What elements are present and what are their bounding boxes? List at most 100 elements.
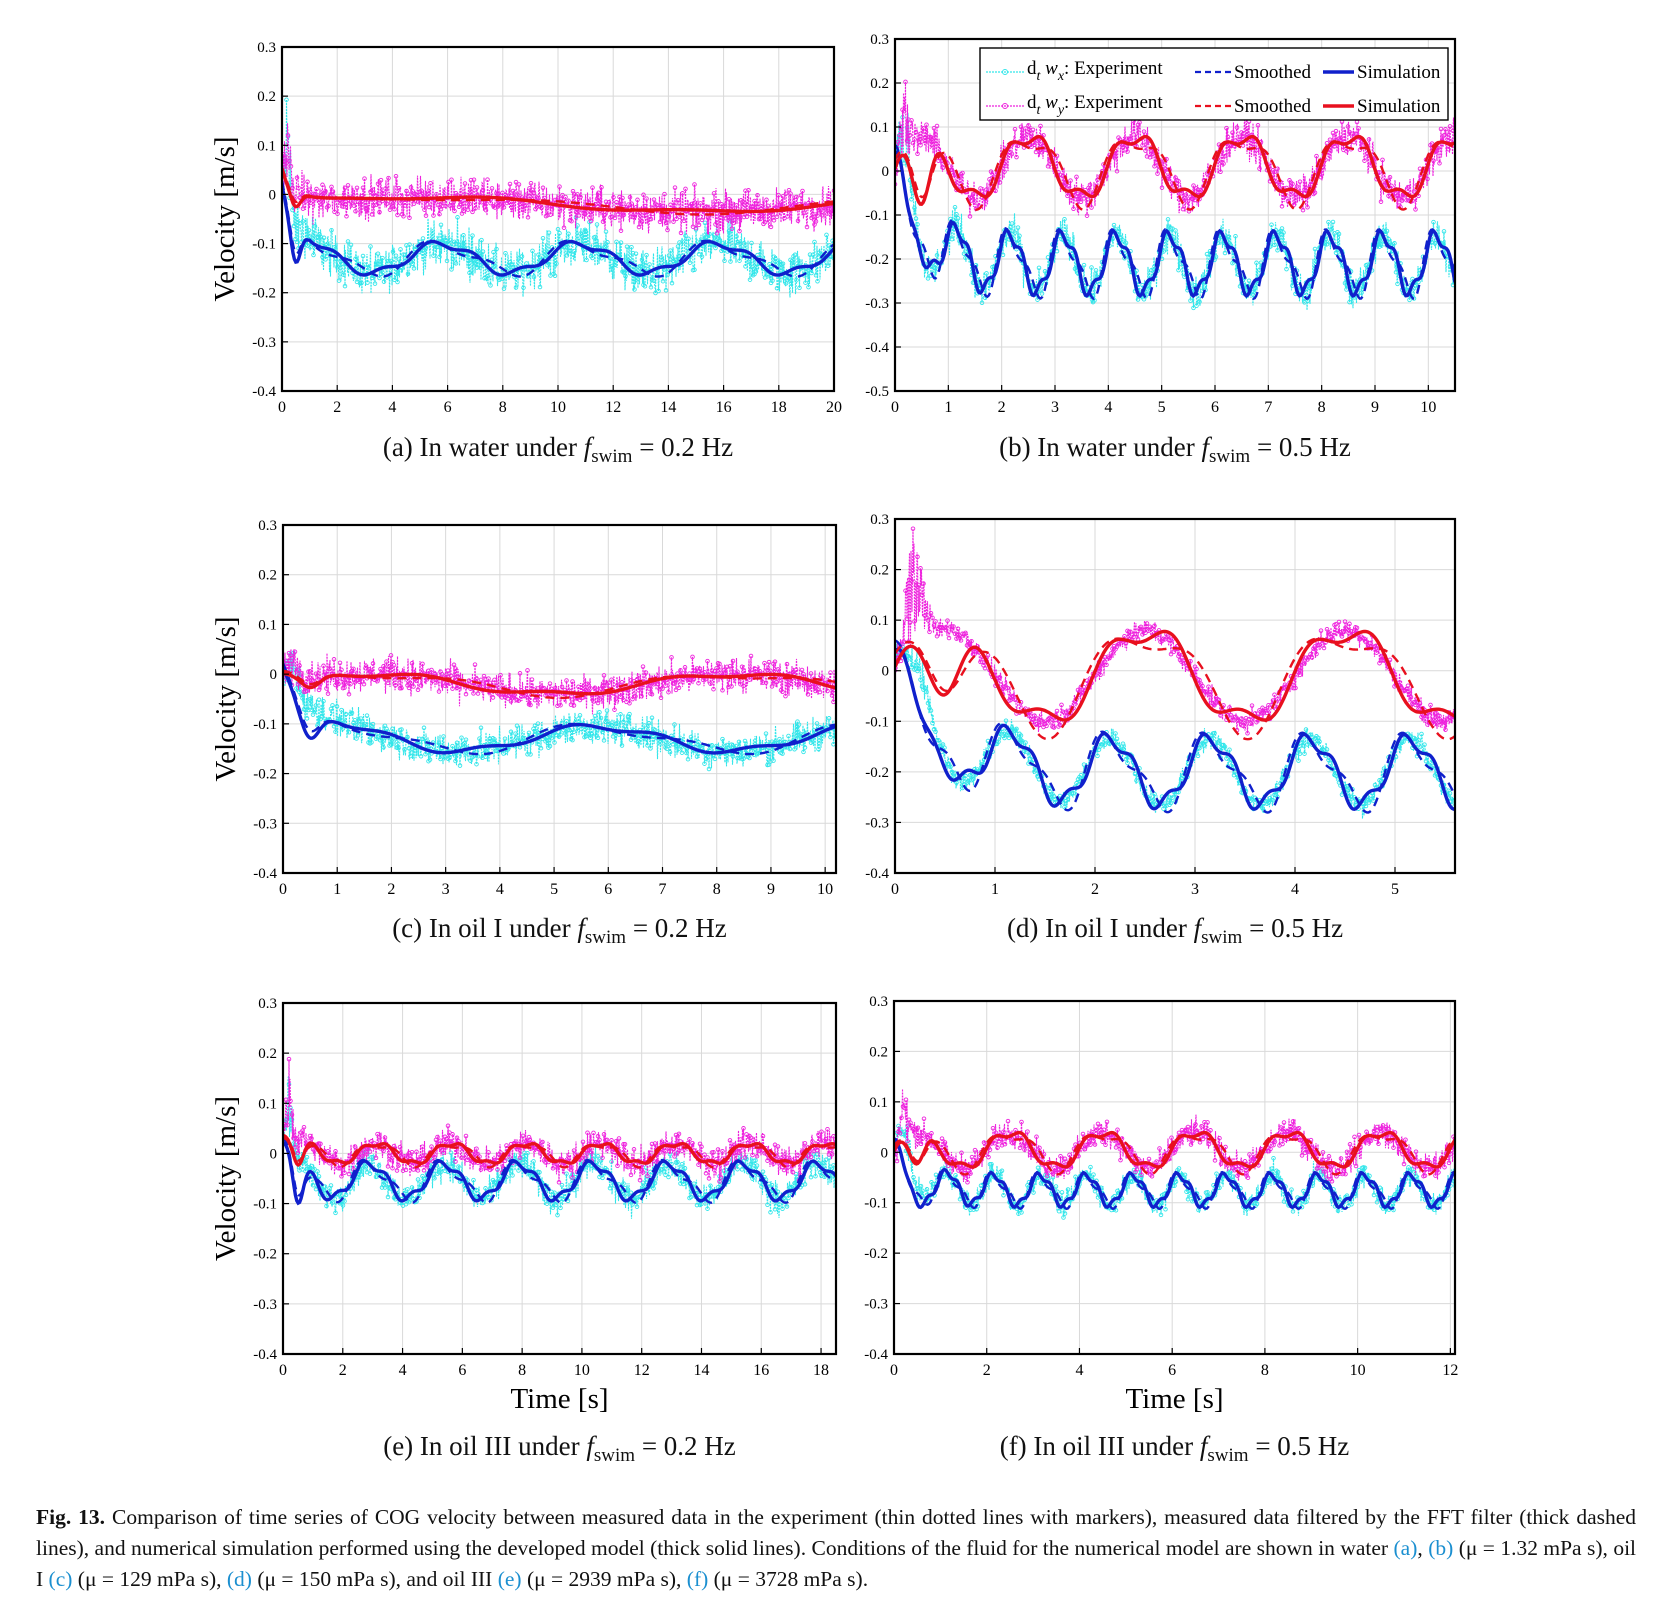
vx-simulation-line [282, 185, 834, 277]
vy-marker [396, 185, 402, 191]
vy-marker [393, 173, 399, 179]
vy-marker [1026, 123, 1031, 128]
vy-marker [614, 200, 619, 205]
vy-marker [1222, 153, 1228, 159]
vy-marker [294, 1136, 299, 1141]
vx-marker [306, 707, 311, 713]
vx-marker [550, 732, 556, 738]
vx-marker [1074, 781, 1079, 786]
axes-frame [893, 517, 1457, 875]
vx-marker [474, 265, 480, 270]
vx-marker [628, 1190, 634, 1195]
vx-marker [1056, 1208, 1062, 1214]
vx-marker [536, 252, 541, 257]
vy-marker [986, 1154, 991, 1160]
vy-experiment-line [895, 528, 1455, 734]
vx-marker [300, 219, 306, 224]
vy-marker [956, 1168, 961, 1173]
vy-marker [399, 1154, 404, 1159]
vx-marker [638, 263, 643, 269]
vy-marker [760, 680, 766, 685]
vy-marker [1353, 131, 1358, 136]
vy-marker [1240, 723, 1246, 729]
vx-marker [1230, 1174, 1236, 1179]
vy-marker [675, 1150, 680, 1155]
vx-marker [438, 222, 444, 228]
vy-marker [613, 696, 619, 702]
vx-marker [1441, 229, 1447, 234]
vy-marker [804, 680, 809, 686]
vx-marker [747, 277, 753, 282]
vy-marker [1322, 1169, 1327, 1174]
vx-marker [1326, 219, 1331, 225]
vy-marker [948, 624, 953, 629]
y-tick-label: 0.1 [869, 1095, 888, 1111]
vy-marker [1433, 1173, 1438, 1178]
ref-e-link[interactable]: (e) [497, 1567, 522, 1591]
vy-marker [517, 1155, 523, 1161]
vy-marker [814, 1147, 820, 1153]
vy-marker [1429, 141, 1435, 146]
vy-marker [829, 693, 835, 698]
vy-marker [639, 219, 645, 224]
vx-marker [706, 766, 712, 772]
vy-marker [443, 203, 448, 209]
x-tick-label: 7 [1264, 399, 1272, 416]
vx-marker [806, 284, 811, 290]
vy-marker [796, 682, 802, 687]
vy-marker [1002, 1141, 1008, 1147]
vx-marker [984, 271, 989, 276]
vx-marker [423, 245, 429, 251]
vy-marker [1413, 207, 1418, 212]
vx-marker [339, 261, 345, 267]
ref-c-link[interactable]: (c) [48, 1567, 73, 1591]
ref-f-link[interactable]: (f) [686, 1567, 709, 1591]
grid-lines [282, 524, 836, 874]
vy-marker [772, 659, 778, 664]
vx-marker [719, 248, 724, 254]
vx-marker [1222, 250, 1228, 256]
vx-marker [570, 737, 575, 743]
vx-marker [810, 252, 816, 258]
y-tick-label: -0.2 [864, 1246, 888, 1262]
vy-marker [1038, 123, 1043, 129]
vx-marker [759, 1184, 764, 1189]
vy-marker [1348, 628, 1354, 634]
vy-marker [1309, 655, 1315, 660]
vy-marker [969, 1154, 975, 1160]
vy-marker [468, 177, 474, 183]
ref-a-link[interactable]: (a) [1393, 1536, 1418, 1560]
vx-marker [552, 1190, 557, 1195]
vy-marker [295, 681, 301, 687]
vy-marker [631, 1147, 637, 1152]
vy-marker [817, 1137, 823, 1142]
x-tick-label: 4 [399, 1362, 407, 1379]
vy-marker [618, 228, 624, 233]
vx-marker [454, 740, 460, 746]
legend-sub-xy: x [1057, 69, 1065, 84]
vy-marker [585, 1130, 590, 1135]
vy-marker [307, 668, 313, 674]
vy-marker [498, 1150, 503, 1155]
vy-marker [943, 627, 949, 633]
vy-marker [987, 1147, 993, 1152]
figure-canvas: 0 2 4 6 8 10 12 14 16 18 20-0.4-0.3-0.2-0.100.10.2… [209, 32, 1458, 1466]
vy-marker [550, 1166, 556, 1171]
fswim-subscript: swim [1207, 1445, 1248, 1466]
vy-marker [1212, 1158, 1218, 1163]
vy-marker [1099, 661, 1105, 667]
ref-d-link[interactable]: (d) [226, 1567, 252, 1591]
vx-marker [812, 239, 817, 245]
x-tick-label: 7 [659, 881, 667, 898]
vy-marker [339, 1174, 344, 1179]
vx-marker [603, 719, 608, 725]
x-tick-label: 0 [279, 1362, 287, 1379]
ref-b-link[interactable]: (b) [1428, 1536, 1454, 1560]
vy-marker [899, 1115, 904, 1120]
legend-sub-t: t [1037, 69, 1042, 84]
vy-marker [306, 187, 312, 192]
vy-marker [788, 191, 793, 196]
vy-marker [919, 592, 925, 598]
vy-marker [1208, 1128, 1213, 1133]
vy-marker [729, 226, 735, 231]
